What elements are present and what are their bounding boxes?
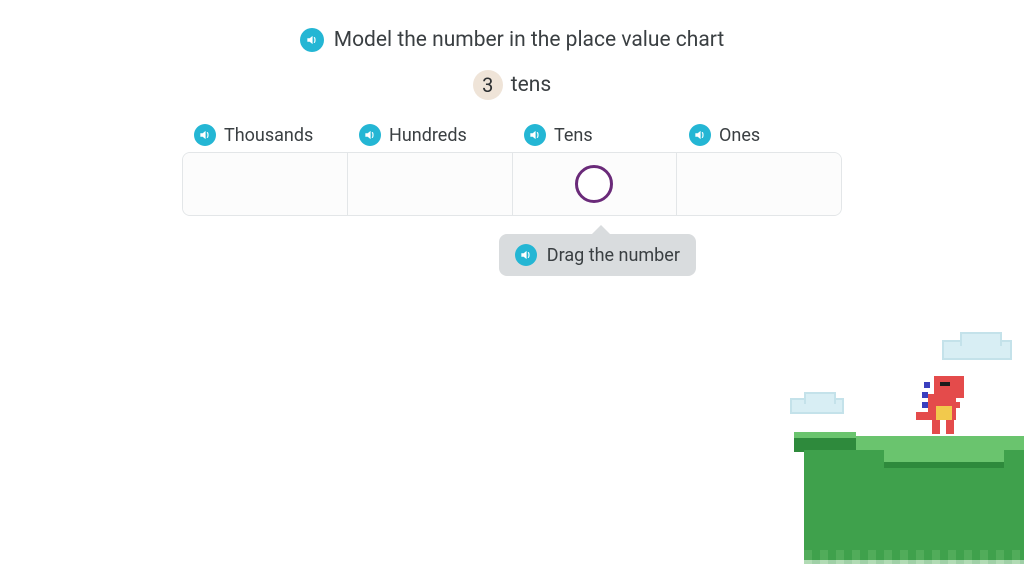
col-label: Tens <box>554 125 593 146</box>
audio-icon[interactable] <box>359 124 381 146</box>
title-row: Model the number in the place value char… <box>300 28 725 52</box>
cloud-icon <box>942 340 1012 360</box>
chart-headers: Thousands Hundreds Tens Ones <box>182 124 842 146</box>
cell-tens[interactable] <box>513 153 678 215</box>
col-label: Hundreds <box>389 125 467 146</box>
cell-ones[interactable] <box>677 153 841 215</box>
place-value-chart: Thousands Hundreds Tens Ones <box>182 124 842 216</box>
cloud-icon <box>790 398 844 414</box>
col-label: Thousands <box>224 125 313 146</box>
island-decoration <box>794 432 856 452</box>
instruction-text: Model the number in the place value char… <box>334 28 725 52</box>
col-head-ones: Ones <box>677 124 842 146</box>
exercise-content: Model the number in the place value char… <box>0 0 1024 216</box>
col-head-hundreds: Hundreds <box>347 124 512 146</box>
draggable-token[interactable] <box>575 165 613 203</box>
audio-icon[interactable] <box>194 124 216 146</box>
col-label: Ones <box>719 125 760 146</box>
pixel-scene <box>794 340 1024 560</box>
chart-cells <box>182 152 842 216</box>
audio-icon[interactable] <box>689 124 711 146</box>
tooltip-text: Drag the number <box>547 245 680 266</box>
prompt-value-badge: 3 <box>473 70 503 100</box>
drag-tooltip: Drag the number <box>499 234 696 276</box>
cell-thousands[interactable] <box>183 153 348 215</box>
dino-character <box>922 376 966 436</box>
prompt-row: 3 tens <box>473 70 551 100</box>
cell-hundreds[interactable] <box>348 153 513 215</box>
audio-icon[interactable] <box>524 124 546 146</box>
audio-icon[interactable] <box>515 244 537 266</box>
col-head-tens: Tens <box>512 124 677 146</box>
audio-icon[interactable] <box>300 28 324 52</box>
prompt-unit: tens <box>511 73 551 97</box>
island-decoration <box>804 550 1024 564</box>
col-head-thousands: Thousands <box>182 124 347 146</box>
island-decoration <box>884 442 1004 468</box>
